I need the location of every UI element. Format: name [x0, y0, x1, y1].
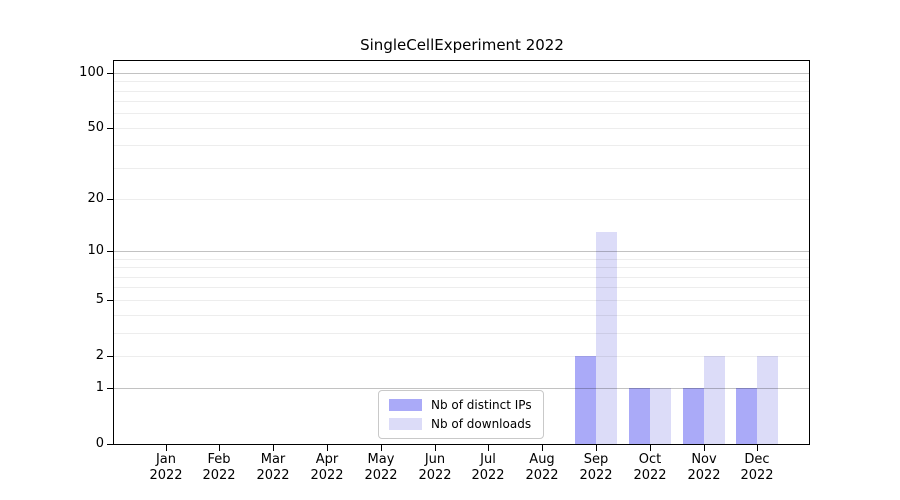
x-tick-label-dec-2022: Dec 2022 — [740, 452, 774, 483]
y-tick-label-2: 2 — [95, 348, 104, 363]
x-tick-mark-jan-2022 — [166, 445, 167, 451]
chart-title: SingleCellExperiment 2022 — [360, 36, 564, 54]
gridline-minor-4 — [114, 315, 809, 316]
legend-label-distinct-ips: Nb of distinct IPs — [431, 398, 532, 412]
y-tick-mark-1 — [107, 388, 113, 389]
bar-downloads-nov-2022 — [703, 355, 725, 444]
x-tick-mark-mar-2022 — [273, 445, 274, 451]
gridline-major-10 — [114, 251, 809, 252]
x-tick-label-jan-2022: Jan 2022 — [149, 452, 183, 483]
x-tick-mark-apr-2022 — [327, 445, 328, 451]
x-tick-label-feb-2022: Feb 2022 — [202, 452, 236, 483]
gridline-minor-6 — [114, 287, 809, 288]
x-tick-label-oct-2022: Oct 2022 — [633, 452, 667, 483]
y-tick-mark-50 — [107, 128, 113, 129]
x-tick-label-nov-2022: Nov 2022 — [687, 452, 721, 483]
bar-downloads-sep-2022 — [595, 231, 617, 444]
x-tick-mark-dec-2022 — [757, 445, 758, 451]
x-tick-mark-jul-2022 — [488, 445, 489, 451]
gridline-minor-8 — [114, 267, 809, 268]
x-tick-mark-nov-2022 — [704, 445, 705, 451]
y-tick-label-1: 1 — [95, 380, 104, 395]
bar-ips-sep-2022 — [574, 355, 596, 444]
y-tick-label-0: 0 — [95, 436, 104, 451]
x-tick-label-apr-2022: Apr 2022 — [310, 452, 344, 483]
y-tick-label-5: 5 — [95, 292, 104, 307]
gridline-minor-20 — [114, 199, 809, 200]
gridline-minor-40 — [114, 145, 809, 146]
bar-ips-dec-2022 — [736, 388, 758, 444]
y-tick-mark-10 — [107, 251, 113, 252]
y-tick-label-100: 100 — [79, 65, 104, 80]
x-tick-mark-sep-2022 — [596, 445, 597, 451]
gridline-minor-7 — [114, 277, 809, 278]
legend-label-downloads: Nb of downloads — [431, 417, 532, 431]
bar-ips-nov-2022 — [682, 388, 704, 444]
y-tick-mark-0 — [107, 444, 113, 445]
gridline-minor-60 — [114, 113, 809, 114]
legend-item-distinct-ips: Nb of distinct IPs — [389, 398, 532, 412]
gridline-major-1 — [114, 388, 809, 389]
x-tick-label-aug-2022: Aug 2022 — [525, 452, 559, 483]
gridline-minor-2 — [114, 356, 809, 357]
x-tick-mark-oct-2022 — [650, 445, 651, 451]
bar-ips-oct-2022 — [628, 388, 650, 444]
x-tick-label-jul-2022: Jul 2022 — [471, 452, 505, 483]
x-tick-mark-aug-2022 — [542, 445, 543, 451]
gridline-major-100 — [114, 73, 809, 74]
y-tick-label-10: 10 — [87, 243, 104, 258]
y-tick-mark-5 — [107, 300, 113, 301]
gridline-minor-3 — [114, 333, 809, 334]
x-tick-mark-jun-2022 — [435, 445, 436, 451]
plot-area — [113, 60, 810, 445]
x-tick-mark-feb-2022 — [219, 445, 220, 451]
legend-swatch-distinct-ips — [389, 399, 422, 411]
gridline-minor-50 — [114, 128, 809, 129]
bar-downloads-dec-2022 — [757, 355, 779, 444]
y-tick-mark-100 — [107, 73, 113, 74]
gridline-minor-90 — [114, 81, 809, 82]
legend: Nb of distinct IPs Nb of downloads — [378, 390, 544, 439]
gridline-minor-9 — [114, 259, 809, 260]
x-tick-label-may-2022: May 2022 — [364, 452, 398, 483]
plot-inner — [114, 61, 809, 444]
gridline-minor-70 — [114, 101, 809, 102]
legend-item-downloads: Nb of downloads — [389, 417, 532, 431]
x-tick-label-jun-2022: Jun 2022 — [418, 452, 452, 483]
y-tick-mark-20 — [107, 199, 113, 200]
bar-downloads-oct-2022 — [649, 388, 671, 444]
gridline-minor-5 — [114, 300, 809, 301]
y-tick-mark-2 — [107, 356, 113, 357]
x-tick-mark-may-2022 — [381, 445, 382, 451]
x-tick-label-mar-2022: Mar 2022 — [256, 452, 290, 483]
y-tick-label-20: 20 — [87, 191, 104, 206]
gridline-minor-30 — [114, 168, 809, 169]
x-tick-label-sep-2022: Sep 2022 — [579, 452, 613, 483]
gridline-minor-80 — [114, 91, 809, 92]
legend-swatch-downloads — [389, 418, 422, 430]
y-tick-label-50: 50 — [87, 120, 104, 135]
